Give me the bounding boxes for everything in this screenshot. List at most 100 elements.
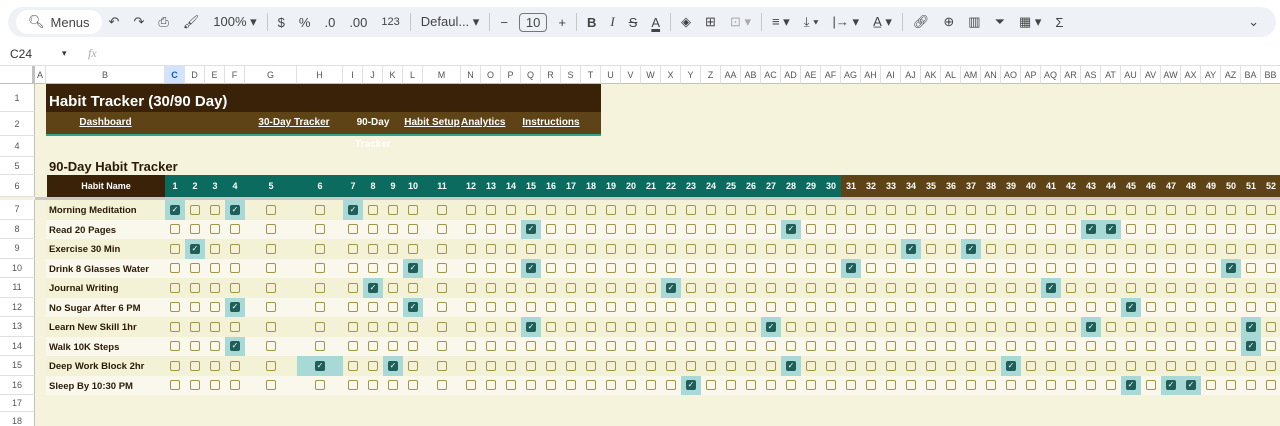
day-cell[interactable] [205,278,225,298]
checkbox-unchecked[interactable] [1186,243,1196,254]
checkbox-unchecked[interactable] [1166,243,1176,254]
day-cell[interactable] [1141,337,1161,357]
column-header[interactable]: AJ [901,66,921,84]
day-cell[interactable] [861,376,881,396]
day-cell[interactable]: ✓ [901,239,921,259]
row-header[interactable]: 16 [0,375,35,395]
day-cell[interactable] [621,200,641,220]
day-cell[interactable] [581,298,601,318]
day-cell[interactable] [961,376,981,396]
checkbox-unchecked[interactable] [906,360,916,371]
day-cell[interactable] [1221,337,1241,357]
checkbox-unchecked[interactable] [926,360,936,371]
text-color-button[interactable]: A [651,14,661,30]
day-cell[interactable] [701,356,721,376]
column-header[interactable]: BB [1261,66,1280,84]
checkbox-unchecked[interactable] [437,224,447,235]
checkbox-unchecked[interactable] [926,282,936,293]
day-cell[interactable] [641,220,661,240]
checkbox-unchecked[interactable] [586,243,596,254]
row-header[interactable]: 12 [0,297,35,317]
day-cell[interactable] [641,298,661,318]
day-cell[interactable] [297,200,343,220]
checkbox-checked[interactable]: ✓ [526,321,536,332]
day-cell[interactable] [1001,278,1021,298]
day-cell[interactable] [225,317,245,337]
checkbox-unchecked[interactable] [1106,341,1116,352]
checkbox-unchecked[interactable] [746,321,756,332]
checkbox-unchecked[interactable] [1046,204,1056,215]
checkbox-checked[interactable]: ✓ [1226,263,1236,274]
checkbox-unchecked[interactable] [210,302,220,313]
day-cell[interactable] [841,356,861,376]
checkbox-unchecked[interactable] [586,263,596,274]
checkbox-unchecked[interactable] [666,341,676,352]
day-cell[interactable] [461,337,481,357]
column-header[interactable]: F [225,66,245,84]
checkbox-unchecked[interactable] [966,204,976,215]
day-cell[interactable] [461,239,481,259]
day-cell[interactable] [1201,278,1221,298]
day-cell[interactable] [297,259,343,279]
checkbox-unchecked[interactable] [1186,302,1196,313]
column-header[interactable]: D [185,66,205,84]
checkbox-unchecked[interactable] [646,302,656,313]
day-cell[interactable] [621,220,641,240]
day-cell[interactable] [941,376,961,396]
checkbox-unchecked[interactable] [1206,224,1216,235]
day-cell[interactable] [1121,220,1141,240]
checkbox-unchecked[interactable] [1046,263,1056,274]
day-cell[interactable] [921,259,941,279]
checkbox-checked[interactable]: ✓ [1046,282,1056,293]
checkbox-unchecked[interactable] [586,341,596,352]
day-cell[interactable] [501,337,521,357]
day-cell[interactable] [701,259,721,279]
day-cell[interactable] [581,376,601,396]
column-header[interactable]: X [661,66,681,84]
day-cell[interactable] [541,278,561,298]
checkbox-unchecked[interactable] [726,380,736,391]
day-cell[interactable] [1081,278,1101,298]
checkbox-unchecked[interactable] [546,341,556,352]
day-cell[interactable]: ✓ [521,317,541,337]
checkbox-unchecked[interactable] [1046,341,1056,352]
checkbox-unchecked[interactable] [966,341,976,352]
day-cell[interactable]: ✓ [521,219,541,239]
day-cell[interactable] [921,356,941,376]
checkbox-checked[interactable]: ✓ [1246,341,1256,352]
checkbox-unchecked[interactable] [1206,243,1216,254]
day-cell[interactable] [403,278,423,298]
checkbox-unchecked[interactable] [866,302,876,313]
checkbox-checked[interactable]: ✓ [1106,224,1116,235]
checkbox-unchecked[interactable] [266,243,276,254]
day-cell[interactable] [641,278,661,298]
day-cell[interactable] [383,376,403,396]
day-cell[interactable] [1041,376,1061,396]
checkbox-unchecked[interactable] [1166,263,1176,274]
day-cell[interactable]: ✓ [1041,278,1061,298]
day-cell[interactable] [561,298,581,318]
day-cell[interactable] [423,337,461,357]
day-cell[interactable] [1261,376,1280,396]
checkbox-checked[interactable]: ✓ [966,243,976,254]
day-cell[interactable] [297,317,343,337]
day-cell[interactable] [343,278,363,298]
column-header[interactable]: AM [961,66,981,84]
checkbox-unchecked[interactable] [506,224,516,235]
checkbox-unchecked[interactable] [1066,263,1076,274]
checkbox-unchecked[interactable] [846,243,856,254]
checkbox-unchecked[interactable] [368,380,378,391]
checkbox-unchecked[interactable] [368,224,378,235]
day-cell[interactable] [581,200,601,220]
checkbox-unchecked[interactable] [606,243,616,254]
checkbox-unchecked[interactable] [506,243,516,254]
day-cell[interactable] [1061,337,1081,357]
day-cell[interactable] [641,200,661,220]
day-cell[interactable] [1021,337,1041,357]
day-cell[interactable] [205,220,225,240]
day-cell[interactable] [225,220,245,240]
checkbox-unchecked[interactable] [1186,282,1196,293]
day-cell[interactable] [841,200,861,220]
checkbox-unchecked[interactable] [190,360,200,371]
day-cell[interactable] [881,356,901,376]
